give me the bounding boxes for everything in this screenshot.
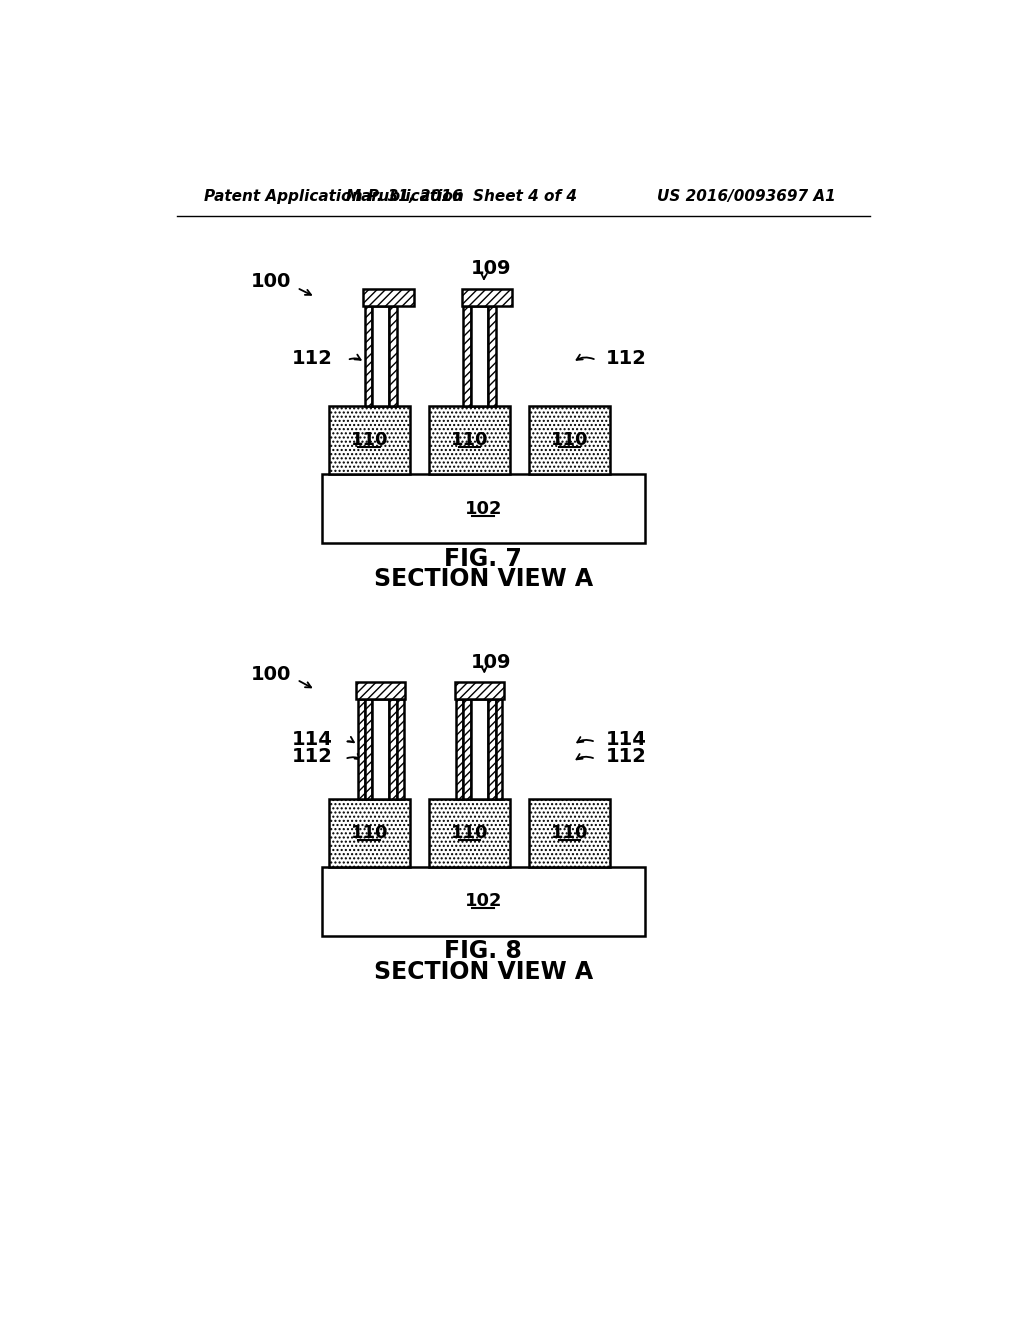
Bar	[496, 700, 503, 799]
Text: 112: 112	[605, 747, 646, 766]
Bar	[529, 407, 610, 474]
Bar	[529, 799, 610, 867]
Text: 100: 100	[250, 272, 291, 292]
Text: 110: 110	[551, 432, 588, 449]
Bar	[463, 306, 471, 407]
Bar	[397, 700, 403, 799]
Bar	[462, 289, 512, 306]
Text: 110: 110	[350, 824, 388, 842]
Bar	[389, 306, 397, 407]
Text: 102: 102	[465, 892, 502, 911]
Bar	[373, 306, 389, 407]
Text: 109: 109	[471, 259, 511, 279]
Bar	[356, 682, 406, 700]
Text: 112: 112	[292, 348, 333, 368]
Bar	[471, 306, 487, 407]
Text: 114: 114	[605, 730, 646, 750]
Bar	[330, 407, 410, 474]
Text: 100: 100	[250, 665, 291, 684]
Bar	[322, 474, 645, 544]
Text: 112: 112	[292, 747, 333, 766]
Bar	[389, 700, 397, 799]
Bar	[330, 799, 410, 867]
Bar	[373, 700, 389, 799]
Text: 110: 110	[451, 824, 488, 842]
Text: FIG. 8: FIG. 8	[444, 940, 522, 964]
Text: 114: 114	[292, 730, 333, 750]
Text: 102: 102	[465, 500, 502, 517]
Text: US 2016/0093697 A1: US 2016/0093697 A1	[657, 189, 836, 205]
Text: Patent Application Publication: Patent Application Publication	[204, 189, 464, 205]
Bar	[487, 700, 496, 799]
Text: Mar. 31, 2016  Sheet 4 of 4: Mar. 31, 2016 Sheet 4 of 4	[346, 189, 578, 205]
Bar	[365, 306, 373, 407]
Text: 109: 109	[471, 653, 511, 672]
Bar	[357, 700, 365, 799]
Text: 110: 110	[551, 824, 588, 842]
Bar	[457, 700, 463, 799]
Bar	[322, 867, 645, 936]
Text: 110: 110	[451, 432, 488, 449]
Text: 112: 112	[605, 348, 646, 368]
Bar	[463, 700, 471, 799]
Bar	[429, 799, 510, 867]
Text: SECTION VIEW A: SECTION VIEW A	[374, 960, 593, 983]
Bar	[365, 700, 373, 799]
Text: SECTION VIEW A: SECTION VIEW A	[374, 566, 593, 591]
Bar	[455, 682, 504, 700]
Bar	[471, 700, 487, 799]
Bar	[364, 289, 414, 306]
Bar	[487, 306, 496, 407]
Bar	[429, 407, 510, 474]
Text: FIG. 7: FIG. 7	[444, 546, 522, 570]
Text: 110: 110	[350, 432, 388, 449]
